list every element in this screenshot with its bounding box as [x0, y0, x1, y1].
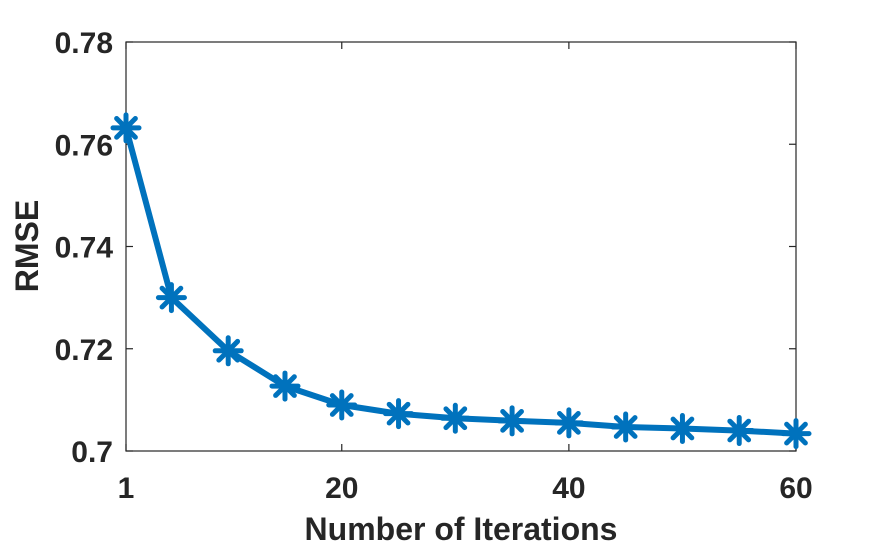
y-axis-title: RMSE: [9, 200, 45, 292]
data-point-marker: [496, 405, 528, 437]
data-point-marker: [212, 335, 244, 367]
x-tick-label: 60: [779, 472, 812, 505]
y-tick-label: 0.7: [71, 436, 113, 469]
data-point-marker: [269, 370, 301, 402]
data-point-marker: [666, 413, 698, 445]
y-tick-label: 0.72: [55, 334, 113, 367]
plot-area-box: [125, 41, 797, 452]
x-tick-label: 20: [325, 472, 358, 505]
y-tick-label: 0.76: [55, 129, 113, 162]
axis-tick-labels: 1 20 40 60 0.7 0.72 0.74 0.76 0.78: [55, 27, 813, 505]
data-point-marker: [610, 411, 642, 443]
x-tick-label: 40: [552, 472, 585, 505]
axis-ticks: [125, 41, 797, 452]
y-tick-label: 0.78: [55, 27, 113, 60]
data-point-marker: [439, 402, 471, 434]
series-line: [123, 124, 799, 437]
data-point-marker: [723, 415, 755, 447]
data-point-marker: [383, 398, 415, 430]
y-tick-label: 0.74: [55, 232, 114, 265]
data-point-marker: [553, 407, 585, 439]
data-point-marker: [155, 282, 187, 314]
x-tick-label: 1: [118, 472, 135, 505]
data-point-marker: [326, 389, 358, 421]
data-point-marker: [110, 112, 142, 144]
data-series: [110, 112, 812, 450]
data-point-marker: [780, 418, 812, 450]
x-axis-title: Number of Iterations: [305, 511, 618, 547]
